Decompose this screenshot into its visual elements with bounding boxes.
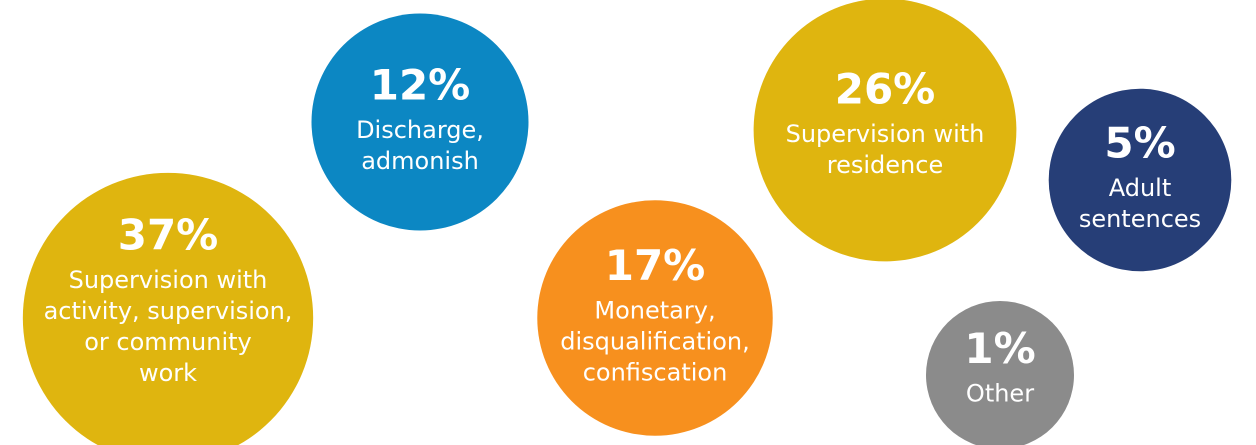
bubble — [537, 200, 773, 436]
category-label: disqualification, — [560, 328, 750, 356]
category-label: work — [139, 359, 197, 387]
value-label: 5% — [1104, 119, 1175, 168]
category-label: admonish — [361, 147, 479, 175]
value-label: 37% — [118, 211, 219, 260]
value-label: 12% — [370, 61, 471, 110]
category-label: sentences — [1079, 205, 1201, 233]
category-label: Adult — [1109, 174, 1172, 202]
value-label: 17% — [605, 241, 706, 290]
bubble — [926, 301, 1074, 445]
value-label: 1% — [964, 324, 1035, 373]
bubble — [753, 0, 1017, 262]
category-label: residence — [827, 151, 943, 179]
bubble — [311, 13, 529, 231]
category-label: confiscation — [583, 359, 728, 387]
category-label: Other — [966, 380, 1034, 408]
value-label: 26% — [835, 65, 936, 114]
category-label: Supervision with — [786, 120, 985, 148]
category-label: Discharge, — [356, 116, 484, 144]
category-label: Supervision with — [69, 266, 268, 294]
bubble — [1048, 88, 1232, 272]
category-label: or community — [84, 328, 252, 356]
bubble — [22, 172, 314, 445]
category-label: activity, supervision, — [44, 297, 293, 325]
category-label: Monetary, — [594, 297, 715, 325]
